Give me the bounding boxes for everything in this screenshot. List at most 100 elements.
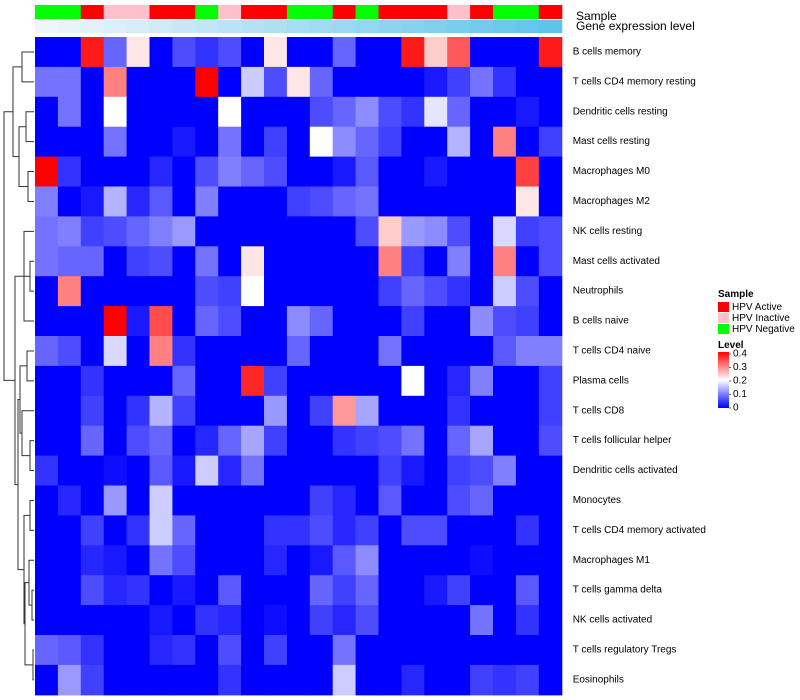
heatmap-cell [309,216,334,247]
heatmap-cell [218,306,242,337]
dendrogram-branch [12,66,22,158]
heatmap-cell [538,515,563,546]
heatmap-cell [35,515,59,546]
heatmap-cell [218,545,242,576]
heatmap-cell [218,485,242,516]
heatmap-cell [103,545,128,576]
heatmap-cell [286,395,311,427]
heatmap-cell [355,365,380,397]
heatmap-cell [264,306,288,337]
heatmap-cell [493,336,517,367]
heatmap-cell [286,66,311,98]
row-label: Eosinophils [573,675,624,686]
heatmap-cell [126,605,151,636]
heatmap-cell [35,306,59,337]
dendrogram-branch [21,51,34,83]
row-label: T cells CD8 [573,405,625,416]
heatmap-cell [447,216,471,247]
heatmap-cell [218,246,242,277]
heatmap-cell [424,605,448,636]
heatmap-cell [538,485,563,516]
heatmap-cell [126,545,151,576]
heatmap-cell [424,96,448,128]
gene-level-cell [195,20,219,33]
heatmap-cell [103,276,128,307]
heatmap-cell [57,545,82,576]
heatmap-cell [57,246,82,277]
heatmap-cell [241,485,265,516]
sample-annotation-bar [35,5,563,19]
heatmap-cell [378,66,402,98]
sample-cell [355,5,380,19]
heatmap-cell [218,37,242,68]
sample-cell [241,5,265,19]
heatmap-cell [286,336,311,367]
heatmap-cell [332,276,357,307]
heatmap-cell [172,664,196,696]
heatmap-cell [57,336,82,367]
legend-tick-label: 0.3 [733,362,747,373]
heatmap-cell [286,485,311,516]
heatmap-cell [493,276,517,307]
heatmap-cell [126,485,151,516]
sample-cell [149,5,173,19]
heatmap-cell [241,336,265,367]
heatmap-cell [332,246,357,277]
heatmap-cell [286,276,311,307]
heatmap-cell [538,306,563,337]
heatmap-cell [172,66,196,98]
heatmap-cell [195,485,219,516]
heatmap-cell [286,664,311,696]
heatmap-cell [264,186,288,217]
heatmap-cell [493,126,517,158]
heatmap-cell [126,216,151,247]
heatmap-cell [493,515,517,546]
row-label: Mast cells activated [573,256,660,267]
heatmap-cell [172,515,196,546]
heatmap-cell [286,635,311,666]
heatmap-cell [470,186,494,217]
heatmap-cell [355,37,380,68]
gene-expression-annotation-bar [35,20,563,33]
heatmap-cell [332,575,357,606]
heatmap-cell [35,485,59,516]
gene-level-cell [149,20,173,33]
sample-cell [126,5,151,19]
heatmap-cell [126,395,151,427]
heatmap-cell [172,276,196,307]
heatmap-cell [172,395,196,427]
heatmap-cell [309,336,334,367]
heatmap-cell [355,246,380,277]
heatmap-cell [149,395,173,427]
heatmap-cell [401,664,425,696]
heatmap-cell [424,575,448,606]
heatmap-cell [80,66,105,98]
heatmap-cell [493,66,517,98]
heatmap-cell [355,276,380,307]
heatmap-cell [241,186,265,217]
heatmap-cell [401,425,425,457]
heatmap-cell [149,276,173,307]
heatmap-cell [218,96,242,128]
heatmap-cell [447,455,471,487]
row-label: T cells gamma delta [573,585,663,596]
heatmap-cell [447,126,471,158]
heatmap-cell [538,66,563,98]
gene-level-cell [447,20,471,33]
heatmap-cell [103,515,128,546]
heatmap-cell [378,186,402,217]
heatmap-cell [355,96,380,128]
sample-annotation-label: Sample [576,9,617,23]
legend-tick-label: 0.2 [733,376,747,387]
heatmap-cell [493,455,517,487]
heatmap-cell [103,246,128,277]
heatmap-cell [103,126,128,158]
heatmap-cell [447,276,471,307]
heatmap-cell [470,575,494,606]
heatmap-cell [103,156,128,188]
heatmap-cell [309,605,334,636]
heatmap-cell [195,306,219,337]
heatmap-cell [241,216,265,247]
gene-level-cell [286,20,311,33]
sample-cell [332,5,357,19]
